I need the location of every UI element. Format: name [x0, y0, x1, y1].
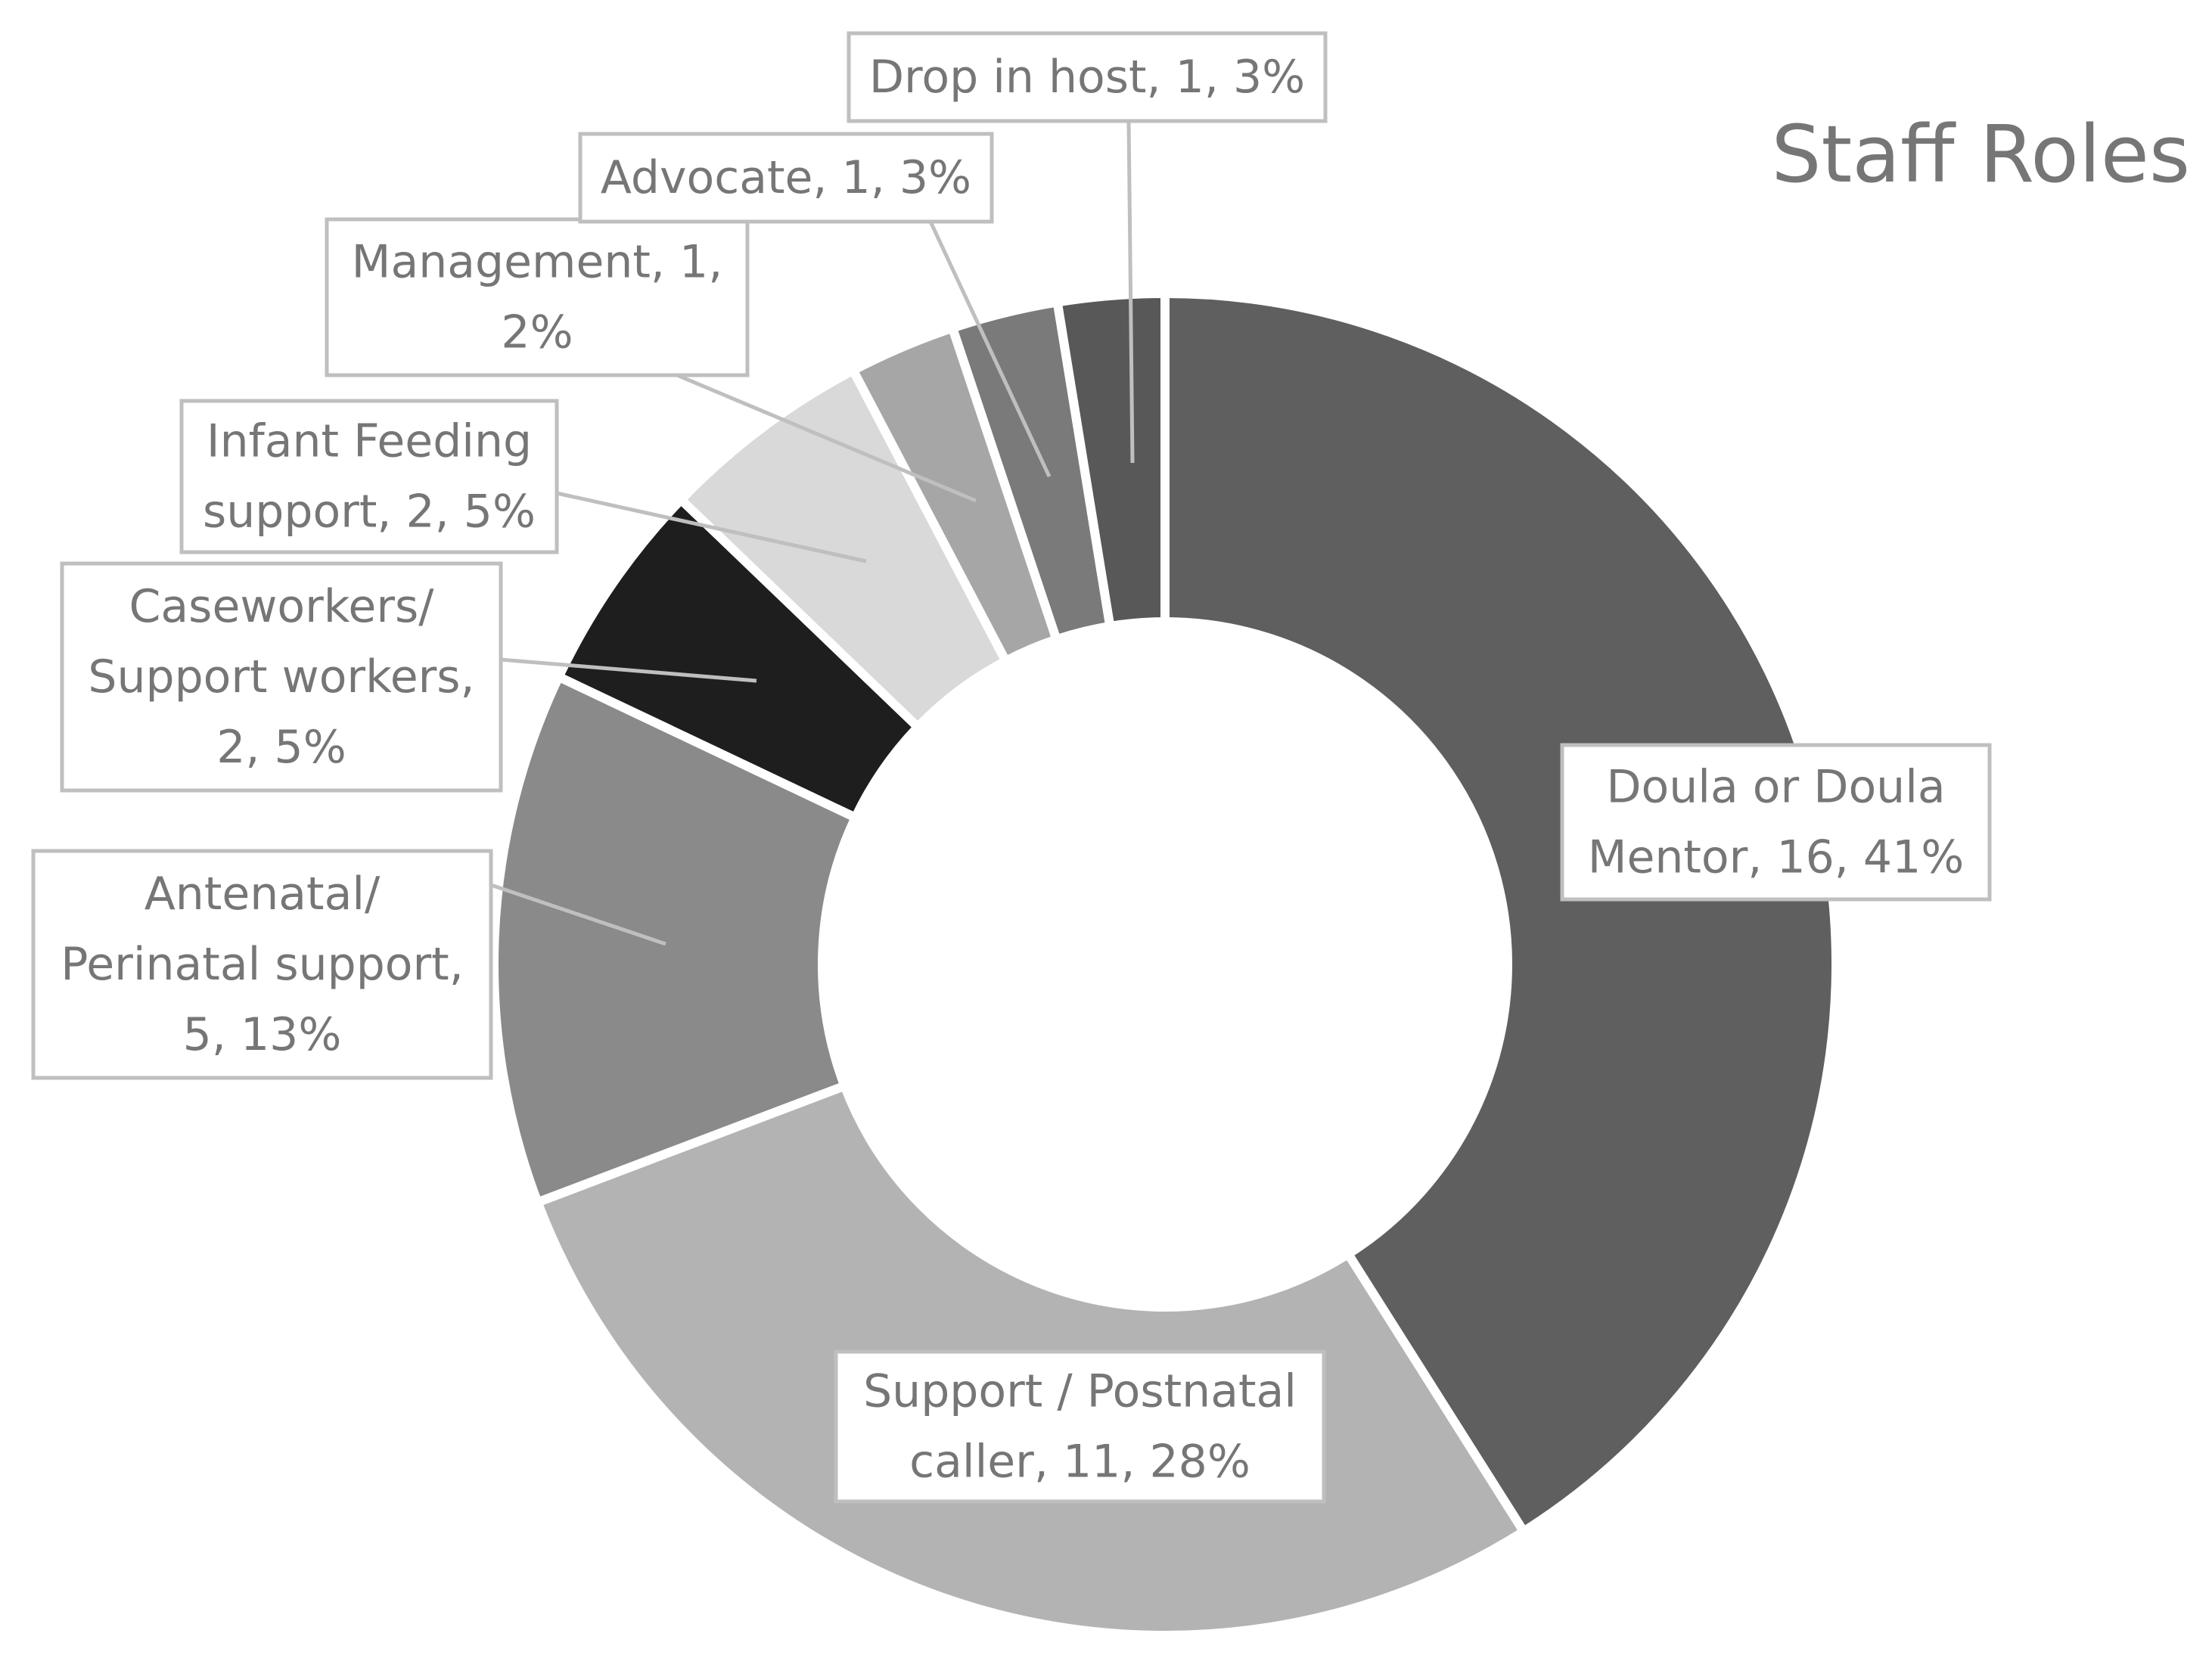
data-label-advocate: Advocate, 1, 3% — [578, 132, 994, 224]
data-label-box — [60, 561, 503, 793]
data-label-line: Support workers, — [88, 651, 474, 703]
slice-doula-or-doula-mentor — [1160, 288, 1841, 1538]
data-label-line: Doula or Doula — [1606, 761, 1945, 814]
data-label-line: 2% — [501, 306, 573, 359]
data-label-box — [834, 1349, 1326, 1504]
slice-drop-in-host — [1052, 288, 1170, 632]
data-label-line: Drop in host, 1, 3% — [869, 51, 1305, 104]
data-label-box — [847, 31, 1328, 123]
data-label-infant-feeding-support: Infant Feeding support, 2, 5% — [179, 399, 559, 554]
data-label-line: Advocate, 1, 3% — [601, 151, 971, 204]
data-label-management: Management, 1, 2% — [325, 217, 750, 377]
leader-line-infant-feeding-support — [556, 491, 867, 564]
data-label-box — [31, 849, 493, 1080]
data-label-line: Antenatal/ — [144, 868, 381, 921]
data-label-box — [1560, 743, 1992, 902]
leader-line-advocate — [928, 220, 1052, 478]
data-label-box — [325, 217, 750, 377]
data-label-support-postnatal-caller: Support / Postnatal caller, 11, 28% — [834, 1349, 1326, 1504]
data-labels-group: Doula or Doula Mentor, 16, 41% Support / P… — [31, 31, 1992, 1504]
data-label-line: 2, 5% — [216, 721, 346, 774]
data-label-line: 5, 13% — [183, 1008, 342, 1061]
leader-line-drop-in-host — [1126, 120, 1135, 464]
data-label-line: support, 2, 5% — [203, 486, 536, 539]
data-label-drop-in-host: Drop in host, 1, 3% — [847, 31, 1328, 123]
leader-lines-group — [490, 120, 1135, 946]
data-label-line: caller, 11, 28% — [909, 1436, 1250, 1489]
data-label-line: Mentor, 16, 41% — [1588, 831, 1965, 884]
leader-line-antenatal-perinatal-support — [490, 883, 666, 946]
data-label-box — [578, 132, 994, 224]
data-label-caseworkers-support-workers: Caseworkers/Support workers, 2, 5% — [60, 561, 503, 793]
data-label-line: Perinatal support, — [61, 938, 464, 991]
data-label-line: Support / Postnatal — [863, 1365, 1297, 1418]
data-label-line: Caseworkers/ — [129, 580, 435, 633]
data-label-line: Management, 1, — [352, 236, 723, 289]
chart-title: Staff Roles — [1771, 108, 2190, 200]
data-label-line: Infant Feeding — [207, 415, 532, 468]
data-label-box — [179, 399, 559, 554]
leader-line-management — [676, 373, 977, 503]
data-label-antenatal-perinatal-support: Antenatal/Perinatal support, 5, 13% — [31, 849, 493, 1080]
data-label-doula-or-doula-mentor: Doula or Doula Mentor, 16, 41% — [1560, 743, 1992, 902]
slice-antenatal-perinatal-support — [489, 670, 862, 1209]
